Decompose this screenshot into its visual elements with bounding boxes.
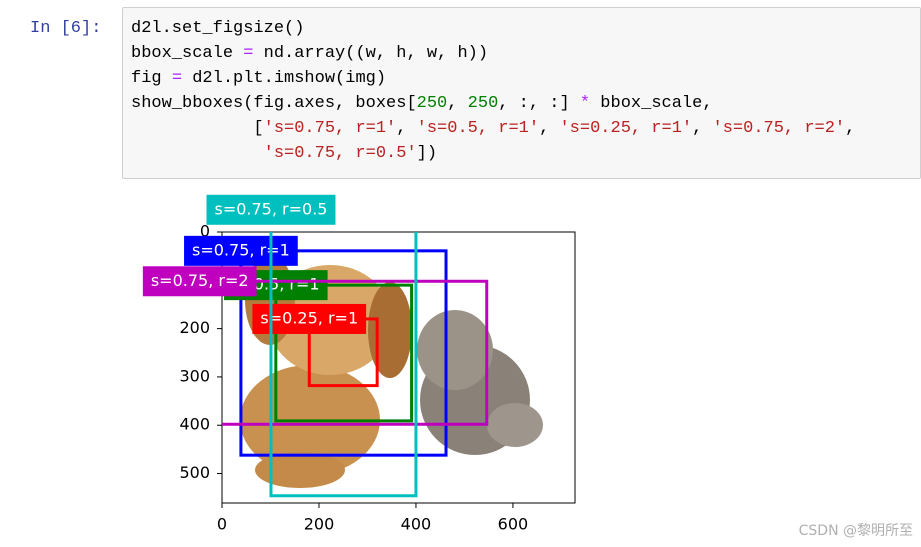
x-tick-label: 0: [217, 515, 227, 534]
code-token: d2l.plt.imshow(img): [182, 69, 387, 88]
code-token: [: [131, 119, 264, 138]
bbox-label-bg: [206, 194, 336, 225]
bbox: [274, 283, 414, 423]
code-token: 's=0.5, r=1': [416, 119, 540, 138]
watermark: CSDN @黎明所至: [798, 523, 913, 539]
code-line: d2l.set_figsize(): [131, 16, 855, 41]
y-tick-label: 300: [179, 366, 210, 385]
code-token: show_bboxes(fig.axes, boxes[: [131, 94, 417, 113]
cell-prompt: In [6]:: [30, 19, 102, 38]
code-token: , :, :]: [498, 94, 580, 113]
code-token: ,: [539, 119, 560, 138]
code-token: nd.array((w, h, w, h)): [253, 44, 489, 63]
axes-frame: [221, 231, 576, 504]
code-token: fig: [131, 69, 172, 88]
code-token: ,: [845, 119, 856, 138]
code-token: ,: [692, 119, 713, 138]
bbox-rect: [222, 279, 489, 426]
code-token: *: [579, 94, 591, 113]
bbox-label: s=0.75, r=1: [192, 240, 290, 259]
bbox-rect: [239, 249, 448, 457]
x-tick-label: 600: [498, 515, 529, 534]
code-token: bbox_scale: [131, 44, 244, 63]
code-token: ,: [396, 119, 417, 138]
code-token: bbox_scale,: [590, 94, 713, 113]
code-line: bbox_scale = nd.array((w, h, w, h)): [131, 41, 855, 66]
bbox: [239, 249, 448, 457]
bbox-label: s=0.75, r=0.5: [214, 199, 327, 218]
code-token: 's=0.75, r=0.5': [131, 144, 417, 163]
bbox-label-bg: [184, 235, 298, 266]
bbox-label-bg: [142, 266, 257, 297]
code-token: 's=0.75, r=1': [263, 119, 397, 138]
code: d2l.set_figsize() bbox_scale = nd.array((…: [131, 16, 855, 166]
code-token: d2l.set_figsize(): [131, 19, 305, 38]
code-token: ,: [447, 94, 468, 113]
code-token: =: [171, 69, 183, 88]
bbox: [222, 279, 489, 426]
code-line: show_bboxes(fig.axes, boxes[250, 250, :,…: [131, 91, 855, 116]
code-token: ]): [416, 144, 438, 163]
bbox-rect: [274, 283, 414, 423]
bbox: [269, 232, 418, 498]
y-tick-label: 500: [179, 463, 210, 482]
code-token: 's=0.75, r=2': [712, 119, 846, 138]
bbox-label: s=0.75, r=2: [151, 271, 249, 290]
y-tick-label: 200: [179, 318, 210, 337]
code-token: 250: [467, 94, 499, 113]
code-token: 250: [416, 94, 448, 113]
x-tick-label: 200: [304, 515, 335, 534]
code-line: 's=0.75, r=0.5']): [131, 141, 855, 166]
bbox-rect: [269, 232, 418, 498]
y-tick-label: 400: [179, 415, 210, 434]
code-line: ['s=0.75, r=1', 's=0.5, r=1', 's=0.25, r…: [131, 116, 855, 141]
bbox-label: s=0.25, r=1: [260, 308, 358, 327]
code-line: fig = d2l.plt.imshow(img): [131, 66, 855, 91]
code-token: 's=0.25, r=1': [559, 119, 693, 138]
x-tick-label: 400: [401, 515, 432, 534]
code-token: =: [243, 44, 254, 63]
y-tick-label: 0: [200, 222, 210, 241]
